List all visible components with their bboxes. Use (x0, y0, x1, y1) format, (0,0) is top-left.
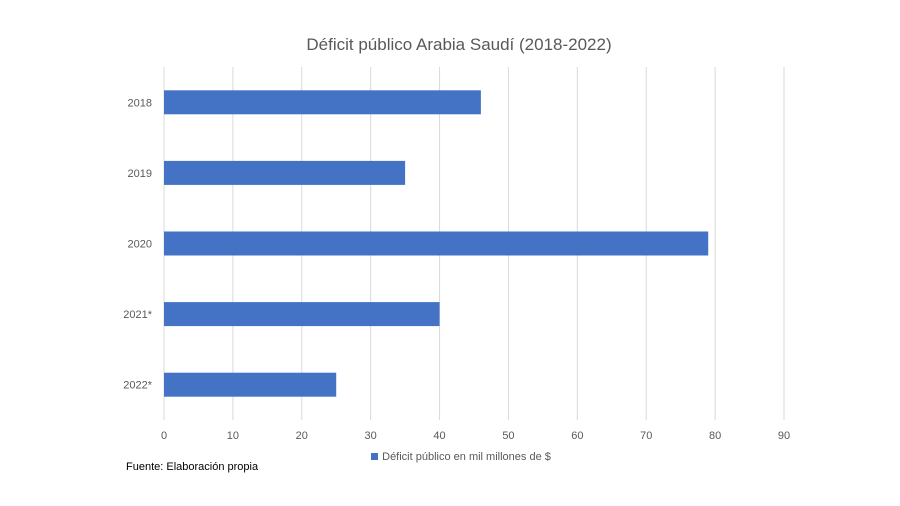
bar-2022 (164, 372, 337, 397)
bar-2019 (164, 160, 406, 185)
x-tick-label: 20 (296, 430, 308, 442)
x-tick-label: 90 (778, 430, 790, 442)
x-tick-label: 0 (161, 430, 167, 442)
x-tick-label: 10 (227, 430, 239, 442)
value-axis-ticks: 0 10 20 30 40 50 60 70 80 90 (161, 430, 790, 442)
source-note: Fuente: Elaboración propia (126, 461, 259, 473)
bars (164, 90, 709, 397)
legend-swatch (371, 453, 379, 460)
x-tick-label: 60 (571, 430, 583, 442)
y-tick-label: 2021* (123, 309, 152, 321)
category-axis-ticks: 2018 2019 2020 2021* 2022* (123, 97, 152, 391)
legend-label: Déficit público en mil millones de $ (382, 451, 551, 463)
y-tick-label: 2020 (128, 239, 152, 251)
legend: Déficit público en mil millones de $ (0, 451, 900, 463)
x-tick-label: 80 (709, 430, 721, 442)
y-tick-label: 2019 (128, 168, 152, 180)
bar-2020 (164, 231, 709, 256)
x-tick-label: 70 (640, 430, 652, 442)
x-tick-label: 50 (502, 430, 514, 442)
bar-2018 (164, 90, 481, 115)
y-tick-label: 2022* (123, 380, 152, 392)
x-tick-label: 40 (433, 430, 445, 442)
bar-2021 (164, 302, 440, 327)
y-tick-label: 2018 (128, 97, 152, 109)
x-tick-label: 30 (365, 430, 377, 442)
chart-title: Déficit público Arabia Saudí (2018-2022) (306, 35, 612, 54)
